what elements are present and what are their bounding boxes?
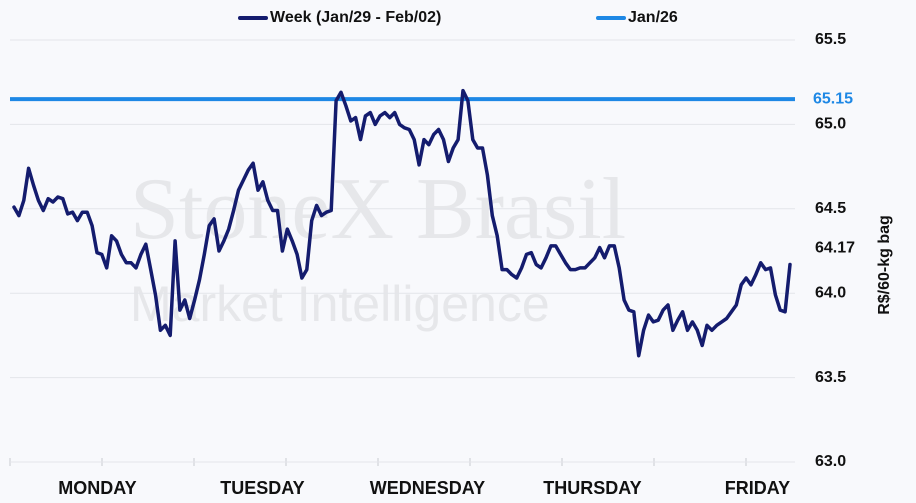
series-line [12, 88, 792, 358]
y-tick-label: 64.5 [815, 200, 846, 217]
legend-label: Week (Jan/29 - Feb/02) [270, 9, 441, 26]
y-tick-label: 63.0 [815, 453, 846, 470]
x-tick-label: TUESDAY [220, 478, 304, 498]
y-axis-label: R$/60-kg bag [876, 215, 893, 315]
y-tick-label: 63.5 [815, 369, 846, 386]
x-tick-label: WEDNESDAY [370, 478, 485, 498]
x-tick-label: MONDAY [58, 478, 136, 498]
watermark-brand: StoneX Brasil [130, 161, 626, 258]
watermark-tagline: Market Intelligence [130, 276, 550, 332]
legend-label: Jan/26 [628, 9, 678, 26]
reference-value-label: 65.15 [813, 90, 853, 107]
y-tick-label: 65.0 [815, 116, 846, 133]
last-value-label: 64.17 [815, 240, 855, 257]
x-tick-label: THURSDAY [543, 478, 641, 498]
y-tick-label: 64.0 [815, 284, 846, 301]
y-tick-label: 65.5 [815, 31, 846, 48]
x-tick-label: FRIDAY [725, 478, 790, 498]
